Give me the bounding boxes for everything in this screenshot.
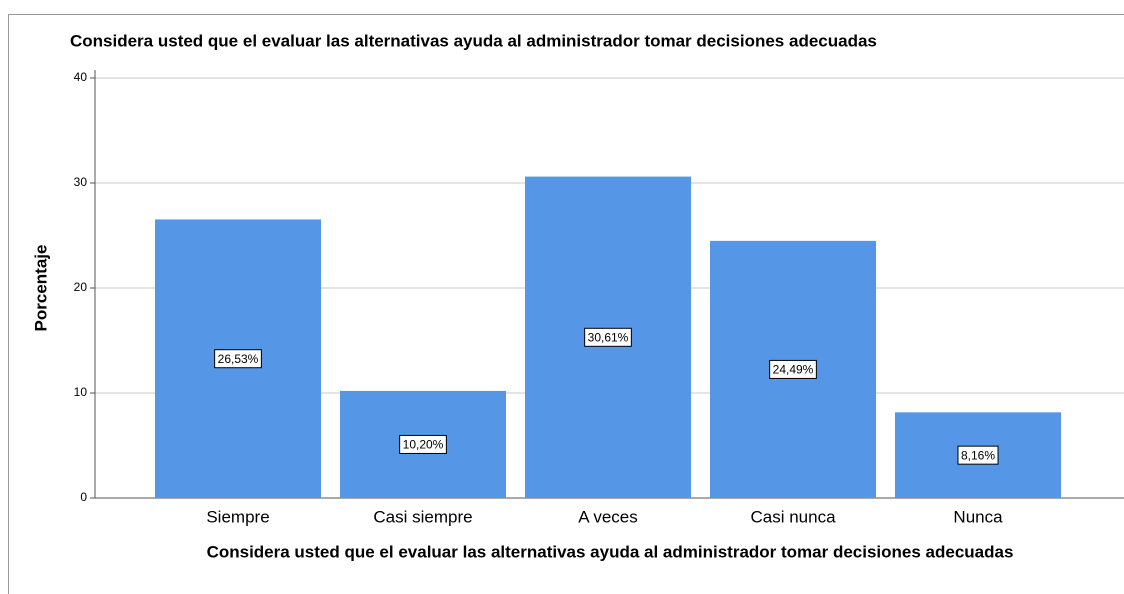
value-label: 8,16% — [961, 448, 995, 462]
y-tick-label: 30 — [74, 175, 88, 189]
x-tick-label: A veces — [578, 507, 638, 526]
x-tick-label: Siempre — [206, 507, 269, 526]
y-tick-label: 20 — [74, 280, 88, 294]
value-label: 30,61% — [588, 330, 629, 344]
x-tick-label: Casi siempre — [373, 507, 472, 526]
value-label-box — [584, 327, 632, 347]
y-axis-title: Porcentaje — [31, 245, 50, 332]
value-label: 10,20% — [403, 438, 444, 452]
y-tick-label: 10 — [74, 385, 88, 399]
x-tick-label: Casi nunca — [750, 507, 836, 526]
x-tick-label: Nunca — [953, 507, 1003, 526]
value-label: 24,49% — [773, 363, 814, 377]
value-label: 26,53% — [218, 352, 259, 366]
value-label-box — [957, 445, 999, 465]
value-label-box — [769, 359, 817, 379]
y-tick-label: 0 — [80, 490, 87, 504]
y-tick-label: 40 — [74, 70, 88, 84]
chart-title: Considera usted que el evaluar las alter… — [70, 31, 877, 50]
chart-border — [8, 14, 1124, 594]
value-label-box — [214, 349, 262, 369]
value-label-box — [399, 434, 447, 454]
x-axis-title: Considera usted que el evaluar las alter… — [207, 542, 1014, 561]
